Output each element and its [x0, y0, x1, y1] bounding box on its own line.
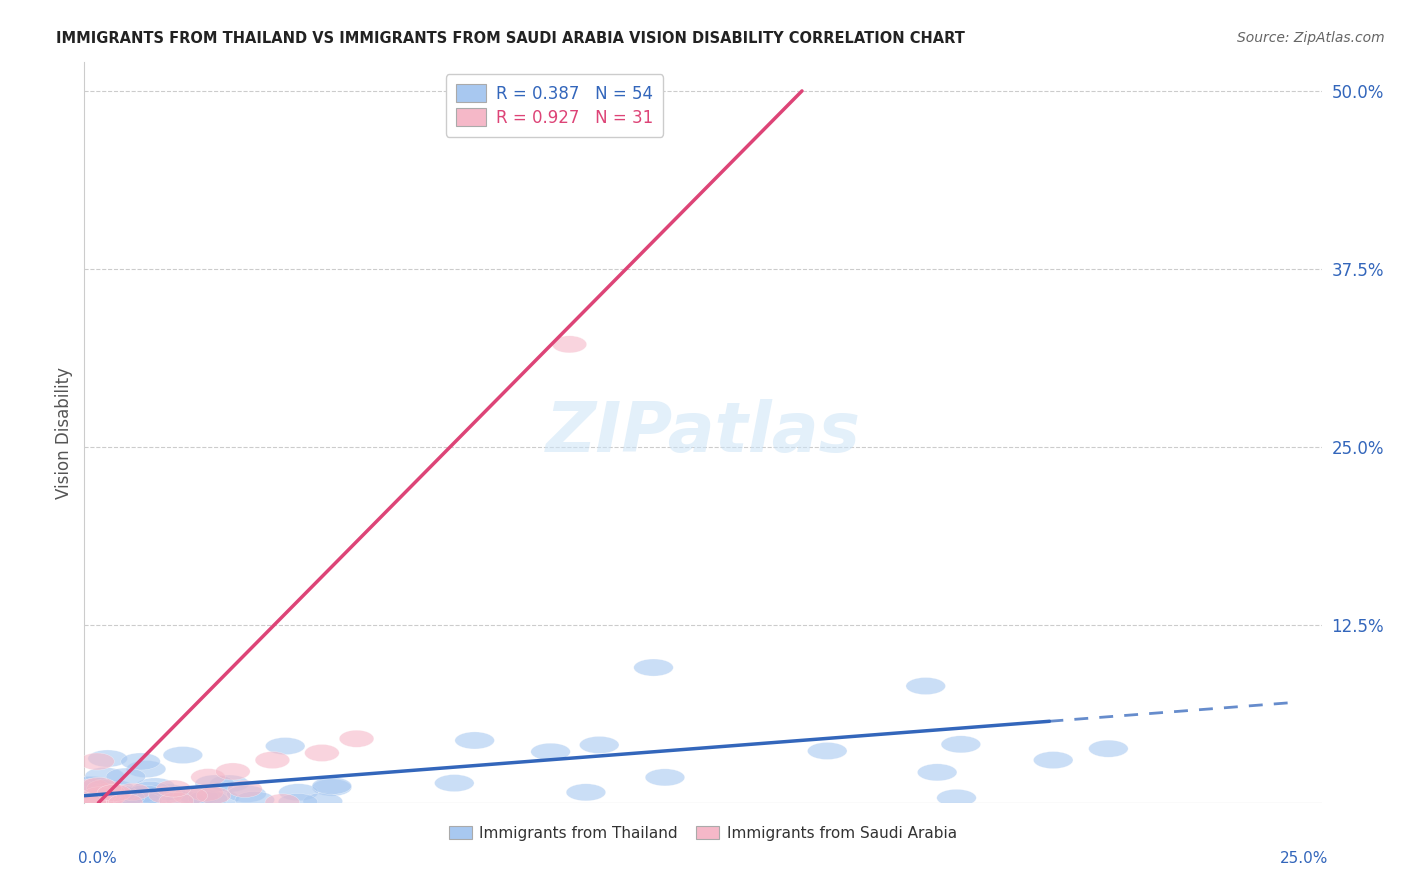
- Ellipse shape: [107, 787, 146, 804]
- Ellipse shape: [98, 785, 138, 802]
- Ellipse shape: [173, 788, 208, 805]
- Ellipse shape: [807, 742, 846, 759]
- Ellipse shape: [1088, 740, 1128, 757]
- Ellipse shape: [456, 732, 495, 749]
- Ellipse shape: [79, 793, 114, 810]
- Ellipse shape: [89, 750, 128, 767]
- Ellipse shape: [188, 790, 228, 807]
- Ellipse shape: [72, 793, 107, 810]
- Ellipse shape: [118, 794, 157, 812]
- Ellipse shape: [188, 784, 224, 801]
- Ellipse shape: [94, 780, 135, 797]
- Ellipse shape: [82, 777, 117, 795]
- Ellipse shape: [84, 767, 125, 784]
- Ellipse shape: [72, 793, 107, 810]
- Ellipse shape: [531, 743, 571, 760]
- Ellipse shape: [339, 731, 374, 747]
- Ellipse shape: [121, 753, 160, 770]
- Ellipse shape: [312, 779, 352, 796]
- Ellipse shape: [90, 783, 125, 800]
- Ellipse shape: [278, 784, 318, 801]
- Ellipse shape: [163, 747, 202, 764]
- Ellipse shape: [87, 792, 122, 809]
- Ellipse shape: [72, 782, 111, 799]
- Text: ZIPatlas: ZIPatlas: [546, 399, 860, 467]
- Ellipse shape: [127, 761, 166, 778]
- Ellipse shape: [72, 793, 107, 811]
- Ellipse shape: [226, 785, 266, 803]
- Ellipse shape: [215, 763, 250, 780]
- Ellipse shape: [87, 780, 121, 797]
- Ellipse shape: [69, 777, 110, 794]
- Ellipse shape: [179, 788, 219, 805]
- Ellipse shape: [200, 789, 239, 806]
- Ellipse shape: [278, 794, 318, 811]
- Ellipse shape: [131, 781, 170, 798]
- Ellipse shape: [553, 335, 586, 353]
- Ellipse shape: [70, 787, 110, 804]
- Ellipse shape: [634, 659, 673, 676]
- Ellipse shape: [1033, 752, 1073, 769]
- Ellipse shape: [127, 786, 166, 803]
- Text: IMMIGRANTS FROM THAILAND VS IMMIGRANTS FROM SAUDI ARABIA VISION DISABILITY CORRE: IMMIGRANTS FROM THAILAND VS IMMIGRANTS F…: [56, 31, 965, 46]
- Ellipse shape: [86, 787, 125, 804]
- Ellipse shape: [191, 769, 225, 786]
- Y-axis label: Vision Disability: Vision Disability: [55, 367, 73, 499]
- Ellipse shape: [312, 777, 352, 795]
- Ellipse shape: [264, 794, 299, 811]
- Text: Source: ZipAtlas.com: Source: ZipAtlas.com: [1237, 31, 1385, 45]
- Ellipse shape: [86, 788, 120, 805]
- Ellipse shape: [159, 792, 194, 809]
- Ellipse shape: [75, 779, 110, 796]
- Ellipse shape: [195, 775, 235, 792]
- Ellipse shape: [567, 784, 606, 801]
- Text: 25.0%: 25.0%: [1279, 851, 1327, 866]
- Text: 0.0%: 0.0%: [79, 851, 117, 866]
- Ellipse shape: [82, 787, 117, 804]
- Ellipse shape: [96, 785, 131, 803]
- Ellipse shape: [936, 789, 976, 806]
- Ellipse shape: [209, 775, 249, 792]
- Ellipse shape: [90, 789, 125, 806]
- Ellipse shape: [135, 778, 174, 795]
- Ellipse shape: [304, 793, 343, 810]
- Ellipse shape: [235, 791, 274, 808]
- Ellipse shape: [80, 753, 114, 770]
- Ellipse shape: [197, 787, 231, 804]
- Ellipse shape: [146, 784, 186, 801]
- Ellipse shape: [905, 678, 945, 695]
- Ellipse shape: [156, 780, 191, 797]
- Ellipse shape: [166, 791, 205, 808]
- Ellipse shape: [134, 788, 173, 805]
- Ellipse shape: [77, 789, 117, 806]
- Ellipse shape: [149, 787, 183, 804]
- Ellipse shape: [125, 785, 165, 802]
- Ellipse shape: [97, 784, 132, 802]
- Legend: Immigrants from Thailand, Immigrants from Saudi Arabia: Immigrants from Thailand, Immigrants fro…: [443, 820, 963, 847]
- Ellipse shape: [108, 794, 143, 811]
- Ellipse shape: [228, 780, 263, 797]
- Ellipse shape: [72, 776, 111, 793]
- Ellipse shape: [305, 745, 339, 762]
- Ellipse shape: [266, 738, 305, 755]
- Ellipse shape: [122, 792, 162, 809]
- Ellipse shape: [115, 783, 150, 800]
- Ellipse shape: [579, 737, 619, 754]
- Ellipse shape: [115, 786, 156, 803]
- Ellipse shape: [254, 752, 290, 769]
- Ellipse shape: [434, 774, 474, 792]
- Ellipse shape: [93, 787, 132, 804]
- Ellipse shape: [941, 736, 980, 753]
- Ellipse shape: [105, 789, 145, 806]
- Ellipse shape: [917, 764, 957, 780]
- Ellipse shape: [645, 769, 685, 786]
- Ellipse shape: [105, 768, 146, 785]
